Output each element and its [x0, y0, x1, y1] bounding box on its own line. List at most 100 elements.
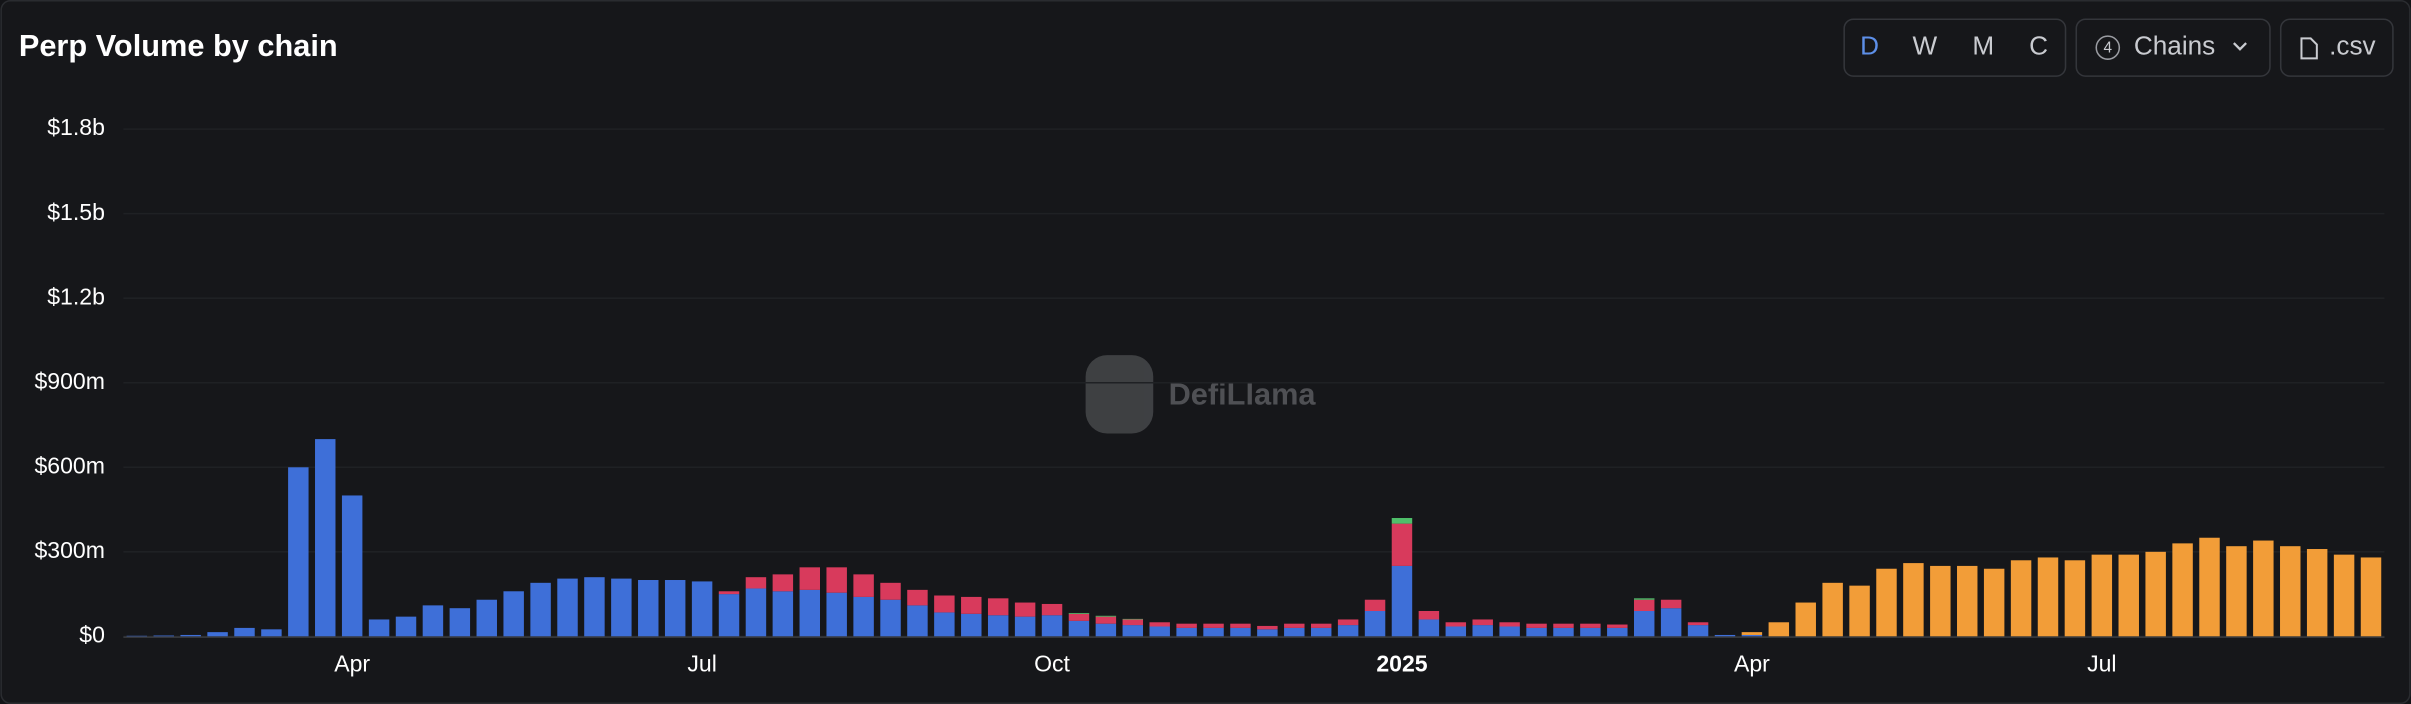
interval-button[interactable]: D [1860, 31, 1879, 61]
bar-segment [934, 612, 955, 637]
y-tick-label: $300m [34, 537, 104, 563]
bar-segment [395, 616, 417, 637]
bar-segment [2226, 546, 2247, 637]
bar-segment [1203, 627, 1224, 637]
bar-segment [1041, 603, 1063, 616]
x-tick-label: Jul [687, 651, 716, 677]
bar-segment [1122, 625, 1144, 637]
bar-segment [2010, 560, 2032, 637]
bar-segment [1849, 585, 1870, 637]
interval-button[interactable]: M [1972, 31, 1994, 61]
bar-segment [261, 629, 282, 637]
y-tick-label: $0 [79, 621, 105, 647]
bar-segment [1149, 622, 1170, 627]
interval-frame [1843, 18, 2067, 77]
bar-segment [1903, 563, 1924, 637]
bar-segment [1310, 627, 1332, 637]
bar-segment [1014, 602, 1036, 617]
bar-segment [718, 591, 740, 595]
bar-segment [987, 598, 1009, 616]
bar-segment [772, 574, 794, 592]
chains-count: 4 [2104, 39, 2113, 56]
plot-area: $0 $300m $600m $900m $1.2b $1.5b $1.8b Apr Jul Oc… [34, 114, 2385, 677]
bar-segment [422, 605, 444, 637]
chains-label: Chains [2134, 31, 2215, 61]
bar-segment [799, 567, 821, 590]
bar-segment [1149, 626, 1170, 637]
bar-segment [638, 580, 659, 637]
bar-segment [1633, 598, 1655, 600]
watermark-logo [1085, 355, 1154, 434]
bar-segment [1768, 622, 1790, 637]
bar-segment [1741, 632, 1763, 635]
bar-segment [664, 580, 686, 637]
bar-segment [1445, 626, 1467, 637]
bar-segment [1041, 615, 1063, 637]
bar-segment [2253, 540, 2274, 637]
bar-segment [180, 634, 201, 637]
bar-segment [1391, 518, 1413, 524]
bar-segment [1014, 616, 1036, 637]
y-tick-label: $1.2b [47, 283, 105, 309]
bar-segment [1095, 623, 1117, 637]
bar-segment [557, 578, 578, 637]
chevron-icon [2233, 42, 2247, 51]
bar-segment [1122, 619, 1144, 626]
bar-segment [1957, 565, 1978, 637]
csv-label: .csv [2329, 31, 2375, 61]
bar-segment [853, 574, 874, 597]
bar-segment [1391, 565, 1413, 637]
bar-segment [1687, 622, 1709, 626]
bar-segment [1714, 634, 1736, 637]
bar-segment [1095, 616, 1117, 624]
x-tick-label: Oct [1034, 651, 1070, 677]
y-tick-label: $900m [34, 368, 104, 394]
bar-segment [880, 599, 901, 637]
bar-segment [961, 613, 982, 637]
bar-segment [1822, 582, 1843, 637]
bar-segment [1741, 634, 1763, 637]
bar-segment [961, 596, 982, 614]
bar-segment [1068, 613, 1090, 621]
bar-segment [1607, 627, 1628, 637]
bar-segment [1068, 620, 1090, 637]
bar-segment [1364, 599, 1386, 612]
bar-segment [1633, 599, 1655, 612]
bar-segment [1499, 626, 1520, 637]
bar-segment [1203, 623, 1224, 628]
x-tick-label: Apr [1734, 651, 1770, 677]
bar-segment [1526, 627, 1547, 637]
bar-segment [2199, 537, 2220, 637]
bar-segment [2145, 551, 2166, 637]
bar-segment [1257, 629, 1278, 637]
bar-segment [1472, 619, 1493, 626]
bar-segment [826, 592, 847, 637]
bar-segment [1391, 523, 1413, 566]
bar-segment [2064, 560, 2086, 637]
bar-segment [2360, 557, 2382, 637]
bar-segment [1795, 602, 1816, 637]
bar-segment [234, 627, 255, 637]
chains-dropdown[interactable]: 4 Chains [2075, 18, 2271, 77]
bar-segment [772, 591, 794, 637]
bar-segment [341, 495, 363, 637]
bar-segment [1580, 623, 1601, 628]
bar-segment [503, 591, 524, 637]
bar-segment [530, 582, 551, 637]
bar-segment [853, 596, 874, 637]
y-tick-label: $1.5b [47, 199, 105, 225]
bar-segment [1284, 627, 1305, 637]
csv-button[interactable]: .csv [2279, 18, 2394, 77]
bar-segment [584, 577, 605, 637]
bar-segment [934, 595, 955, 613]
bar-segment [449, 608, 471, 637]
bar-segment [368, 619, 390, 637]
interval-button[interactable]: W [1913, 31, 1938, 61]
csv-frame [2279, 18, 2394, 77]
bar-segment [315, 439, 336, 637]
bar-segment [1472, 625, 1493, 637]
bar-segment [2306, 549, 2328, 637]
interval-button[interactable]: C [2029, 31, 2048, 61]
bar-segment [2280, 546, 2301, 637]
